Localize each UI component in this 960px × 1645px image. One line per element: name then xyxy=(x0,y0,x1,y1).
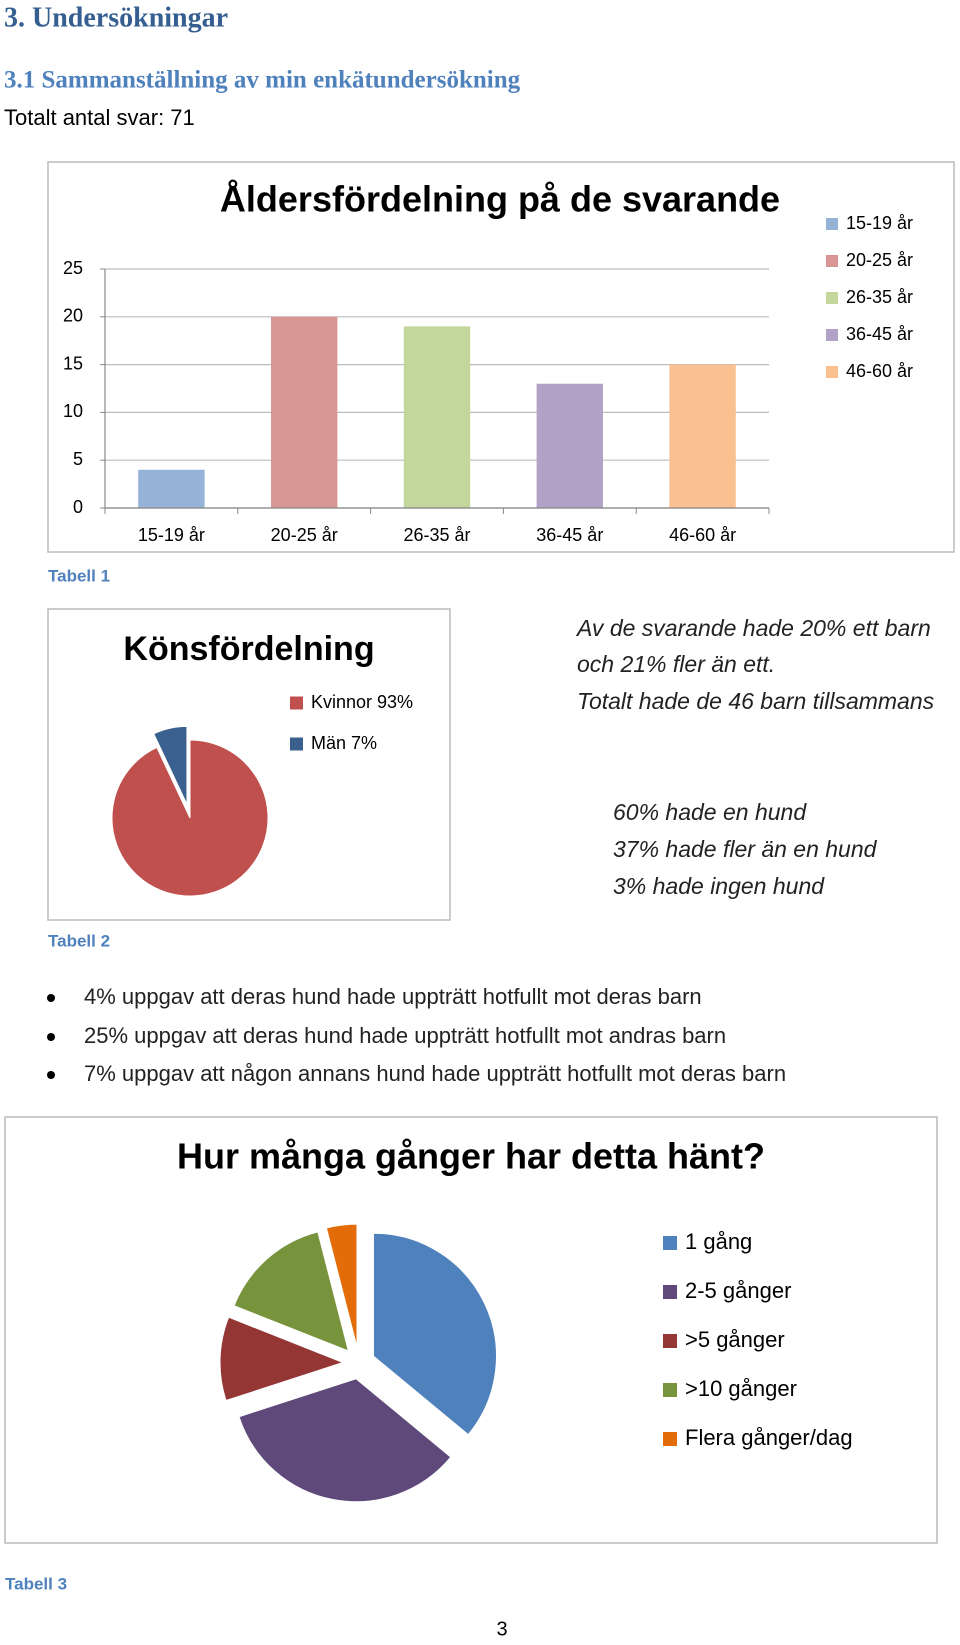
chart-title: Åldersfördelning på de svarande xyxy=(220,179,780,220)
legend-label: 2-5 gånger xyxy=(685,1278,791,1303)
bullet-dot xyxy=(47,1071,55,1079)
bar xyxy=(138,469,205,508)
pie-slice xyxy=(372,1232,497,1436)
legend-label: Flera gånger/dag xyxy=(685,1425,853,1450)
note: 3% hade ingen hund xyxy=(613,873,825,899)
note: 60% hade en hund xyxy=(613,799,807,825)
x-tick-label: 36-45 år xyxy=(536,525,603,545)
intro: Totalt antal svar: 71 xyxy=(4,105,195,130)
pie-slice xyxy=(233,1231,350,1352)
pie-slice xyxy=(238,1378,452,1503)
legend-label: 15-19 år xyxy=(846,213,913,233)
pie-slice xyxy=(219,1316,345,1402)
x-tick-label: 26-35 år xyxy=(403,525,470,545)
bullet: 25% uppgav att deras hund hade uppträtt … xyxy=(84,1023,726,1048)
legend-swatch xyxy=(826,218,838,230)
legend-label: 36-45 år xyxy=(846,324,913,344)
bar xyxy=(271,316,338,508)
caption: Tabell 1 xyxy=(48,566,110,585)
pie-slice xyxy=(153,725,188,805)
legend-swatch xyxy=(826,329,838,341)
legend-swatch xyxy=(663,1383,677,1397)
y-tick-label: 0 xyxy=(73,497,83,517)
y-tick-label: 10 xyxy=(63,401,83,421)
chart-title: Hur många gånger har detta hänt? xyxy=(177,1136,765,1177)
legend-swatch xyxy=(663,1285,677,1299)
subheading: 3.1 Sammanställning av min enkätundersök… xyxy=(4,67,521,94)
pie-slice xyxy=(111,739,269,897)
bar xyxy=(669,364,736,508)
heading: 3. Undersökningar xyxy=(4,2,228,33)
x-tick-label: 15-19 år xyxy=(138,525,205,545)
y-tick-label: 20 xyxy=(63,306,83,326)
legend-label: 46-60 år xyxy=(846,361,913,381)
legend-swatch xyxy=(826,255,838,267)
page-number: 3 xyxy=(496,1618,507,1640)
bullet-dot xyxy=(47,994,55,1002)
legend-swatch xyxy=(290,737,303,751)
legend-label: Kvinnor 93% xyxy=(311,692,413,712)
note: och 21% fler än ett. xyxy=(577,651,775,677)
legend-swatch xyxy=(663,1236,677,1250)
legend-swatch xyxy=(663,1432,677,1446)
legend-label: 20-25 år xyxy=(846,250,913,270)
note: Totalt hade de 46 barn tillsammans xyxy=(577,688,935,714)
bar xyxy=(403,326,471,508)
legend-label: 26-35 år xyxy=(846,287,913,307)
legend-label: Män 7% xyxy=(311,733,377,753)
y-tick-label: 15 xyxy=(63,353,83,373)
legend-swatch xyxy=(826,292,838,304)
note: 37% hade fler än en hund xyxy=(613,836,878,862)
x-tick-label: 46-60 år xyxy=(669,525,736,545)
bullet: 7% uppgav att någon annans hund hade upp… xyxy=(84,1061,786,1086)
legend-swatch xyxy=(826,366,838,378)
caption: Tabell 2 xyxy=(48,931,110,950)
note: Av de svarande hade 20% ett barn xyxy=(575,615,931,641)
legend-swatch xyxy=(290,696,303,710)
pie-slice xyxy=(325,1223,358,1348)
legend-label: >5 gånger xyxy=(685,1327,785,1352)
caption: Tabell 3 xyxy=(5,1574,67,1593)
x-tick-label: 20-25 år xyxy=(271,525,338,545)
legend-label: >10 gånger xyxy=(685,1376,797,1401)
y-tick-label: 25 xyxy=(63,258,83,278)
legend-swatch xyxy=(663,1334,677,1348)
legend-label: 1 gång xyxy=(685,1229,752,1254)
bar xyxy=(536,383,603,508)
y-tick-label: 5 xyxy=(73,449,83,469)
bullet-dot xyxy=(47,1033,55,1041)
bullet: 4% uppgav att deras hund hade uppträtt h… xyxy=(84,984,702,1009)
chart-title: Könsfördelning xyxy=(123,630,374,668)
